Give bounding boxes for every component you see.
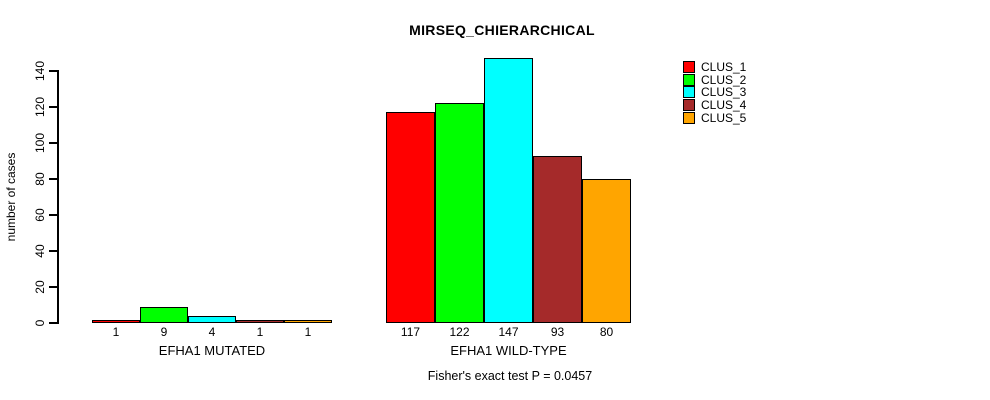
category-label: EFHA1 MUTATED bbox=[158, 343, 266, 358]
bar-value-label: 9 bbox=[160, 325, 168, 339]
legend-item: CLUS_5 bbox=[683, 111, 746, 124]
legend-swatch bbox=[683, 111, 695, 124]
bar-value-label: 1 bbox=[304, 325, 312, 339]
y-tick-label: 40 bbox=[33, 244, 47, 258]
legend-swatch bbox=[683, 73, 695, 86]
legend-item-label: CLUS_4 bbox=[701, 98, 747, 113]
y-tick-label: 60 bbox=[33, 208, 47, 222]
y-tick-mark bbox=[49, 106, 57, 108]
bar-value-label: 80 bbox=[599, 325, 614, 339]
legend-item: CLUS_1 bbox=[683, 61, 746, 74]
bar-clus_2 bbox=[140, 306, 188, 323]
y-tick-mark bbox=[49, 250, 57, 252]
bar-clus_3 bbox=[484, 58, 533, 323]
bar-value-label: 147 bbox=[498, 325, 519, 339]
bar-value-label: 1 bbox=[256, 325, 264, 339]
legend-item: CLUS_3 bbox=[683, 86, 746, 99]
bar-clus_1 bbox=[386, 112, 435, 323]
y-tick-mark bbox=[49, 286, 57, 288]
legend-item-label: CLUS_2 bbox=[701, 72, 747, 87]
bar-clus_2 bbox=[435, 103, 484, 323]
y-tick-mark bbox=[49, 322, 57, 324]
legend-swatch bbox=[683, 86, 695, 99]
y-tick-mark bbox=[49, 214, 57, 216]
bar-value-label: 122 bbox=[449, 325, 470, 339]
chart-title: MIRSEQ_CHIERARCHICAL bbox=[409, 22, 595, 38]
y-tick-label: 100 bbox=[33, 132, 47, 154]
bar-clus_4 bbox=[533, 155, 582, 323]
legend-item: CLUS_2 bbox=[683, 72, 747, 87]
category-label: EFHA1 WILD-TYPE bbox=[450, 343, 567, 358]
y-tick-label: 140 bbox=[33, 60, 47, 82]
y-tick-label: 20 bbox=[33, 280, 47, 294]
annotation-text: Fisher's exact test P = 0.0457 bbox=[427, 369, 593, 383]
bar-clus_1 bbox=[92, 320, 140, 323]
legend-item-label: CLUS_5 bbox=[701, 110, 747, 125]
legend-item-label: CLUS_1 bbox=[701, 60, 747, 75]
bar-value-label: 117 bbox=[400, 325, 421, 339]
y-tick-mark bbox=[49, 142, 57, 144]
y-tick-label: 120 bbox=[33, 96, 47, 118]
bar-clus_5 bbox=[582, 179, 631, 323]
legend-swatch bbox=[683, 61, 695, 74]
y-tick-label: 80 bbox=[33, 172, 47, 186]
bar-clus_4 bbox=[236, 320, 284, 323]
y-axis-line bbox=[57, 70, 59, 324]
bar-clus_5 bbox=[284, 320, 332, 323]
legend-item: CLUS_4 bbox=[683, 99, 746, 112]
bar-clus_3 bbox=[188, 315, 236, 323]
bar-value-label: 4 bbox=[208, 325, 216, 339]
bar-value-label: 1 bbox=[112, 325, 120, 339]
legend-swatch bbox=[683, 99, 695, 112]
legend-item-label: CLUS_3 bbox=[701, 85, 747, 100]
y-tick-label: 0 bbox=[33, 319, 47, 327]
bar-value-label: 93 bbox=[550, 325, 565, 339]
y-tick-mark bbox=[49, 70, 57, 72]
legend: CLUS_1 CLUS_2 CLUS_3 CLUS_4 CLUS_5 bbox=[683, 61, 746, 124]
y-tick-mark bbox=[49, 178, 57, 180]
